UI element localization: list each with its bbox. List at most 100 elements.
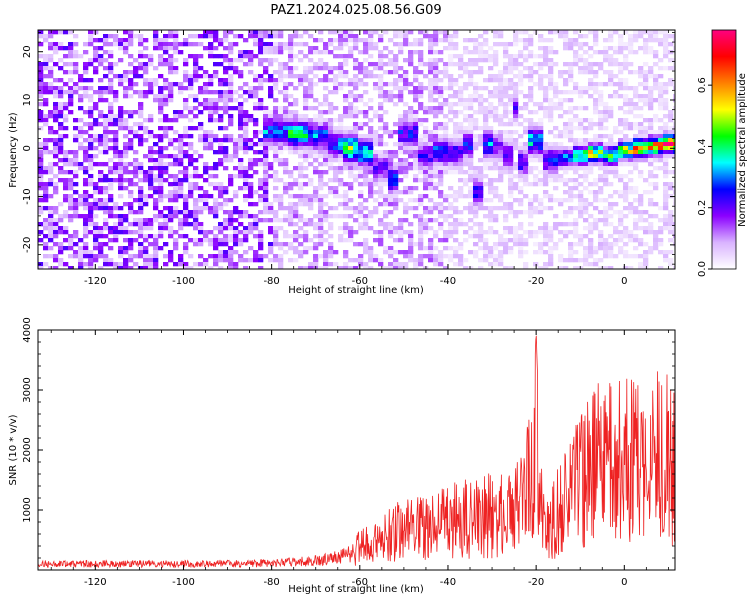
spectrogram-cell bbox=[318, 138, 324, 143]
spectrogram-cell bbox=[128, 142, 134, 147]
spectrogram-cell bbox=[98, 90, 104, 95]
spectrogram-cell bbox=[88, 202, 94, 207]
spectrogram-cell bbox=[168, 258, 174, 263]
spectrogram-cell bbox=[128, 182, 134, 187]
spectrogram-cell bbox=[543, 86, 549, 91]
spectrogram-cell bbox=[118, 262, 124, 267]
spectrogram-cell bbox=[413, 126, 419, 131]
spectrogram-cell bbox=[138, 226, 144, 231]
spectrogram-cell bbox=[423, 162, 429, 167]
spectrogram-cell bbox=[68, 54, 74, 59]
spectrogram-cell bbox=[288, 50, 294, 55]
spectrogram-cell bbox=[633, 114, 639, 119]
spectrogram-cell bbox=[623, 162, 629, 167]
spectrogram-cell bbox=[38, 86, 44, 91]
spectrogram-cell bbox=[393, 226, 399, 231]
spectrogram-cell bbox=[578, 46, 584, 51]
spectrogram-cell bbox=[368, 182, 374, 187]
spectrogram-cell bbox=[98, 142, 104, 147]
spectrogram-cell bbox=[88, 210, 94, 215]
spectrogram-cell bbox=[373, 258, 379, 263]
spectrogram-cell bbox=[453, 142, 459, 147]
spectrogram-cell bbox=[268, 146, 274, 151]
spectrogram-cell bbox=[438, 170, 444, 175]
spectrogram-cell bbox=[243, 210, 249, 215]
spectrogram-cell bbox=[633, 30, 639, 35]
spectrogram-cell bbox=[483, 250, 489, 255]
spectrogram-cell bbox=[503, 54, 509, 59]
spectrogram-cell bbox=[283, 230, 289, 235]
spectrogram-cell bbox=[293, 42, 299, 47]
spectrogram-cell bbox=[568, 194, 574, 199]
spectrogram-cell bbox=[93, 182, 99, 187]
spectrogram-cell bbox=[528, 158, 534, 163]
spectrogram-cell bbox=[468, 250, 474, 255]
spectrogram-cell bbox=[623, 118, 629, 123]
spectrogram-cell bbox=[113, 98, 119, 103]
spectrogram-cell bbox=[193, 170, 199, 175]
spectrogram-cell bbox=[483, 134, 489, 139]
spectrogram-cell bbox=[633, 50, 639, 55]
spectrogram-cell bbox=[243, 98, 249, 103]
spectrogram-cell bbox=[328, 206, 334, 211]
spectrogram-cell bbox=[73, 254, 79, 259]
spectrogram-cell bbox=[653, 114, 659, 119]
spectrogram-cell bbox=[568, 230, 574, 235]
spectrogram-cell bbox=[503, 110, 509, 115]
spectrogram-cell bbox=[43, 38, 49, 43]
spectrogram-cell bbox=[48, 34, 54, 39]
spectrogram-cell bbox=[353, 158, 359, 163]
spectrogram-cell bbox=[43, 150, 49, 155]
spectrogram-cell bbox=[628, 138, 634, 143]
spectrogram-cell bbox=[413, 42, 419, 47]
spectrogram-cell bbox=[78, 262, 84, 267]
spectrogram-cell bbox=[598, 234, 604, 239]
spectrogram-cell bbox=[643, 118, 649, 123]
spectrogram-cell bbox=[593, 110, 599, 115]
spectrogram-cell bbox=[163, 82, 169, 87]
spectrogram-cell bbox=[283, 114, 289, 119]
spectrogram-cell bbox=[78, 126, 84, 131]
spectrogram-cell bbox=[618, 250, 624, 255]
spectrogram-cell bbox=[333, 86, 339, 91]
spectrogram-cell bbox=[188, 118, 194, 123]
spectrogram-cell bbox=[533, 250, 539, 255]
spectrogram-cell bbox=[443, 98, 449, 103]
spectrogram-cell bbox=[63, 210, 69, 215]
spectrogram-cell bbox=[108, 102, 114, 107]
spectrogram-cell bbox=[618, 178, 624, 183]
spectrogram-cell bbox=[153, 246, 159, 251]
spectrogram-cell bbox=[418, 222, 424, 227]
spectrogram-cell bbox=[248, 202, 254, 207]
spectrogram-cell bbox=[328, 154, 334, 159]
spectrogram-cell bbox=[263, 170, 269, 175]
spectrogram-cell bbox=[498, 34, 504, 39]
spectrogram-cell bbox=[333, 186, 339, 191]
spectrogram-cell bbox=[73, 242, 79, 247]
spectrogram-cell bbox=[588, 46, 594, 51]
spectrogram-cell bbox=[313, 258, 319, 263]
spectrogram-cell bbox=[113, 142, 119, 147]
spectrogram-cell bbox=[633, 94, 639, 99]
spectrogram-cell bbox=[583, 234, 589, 239]
spectrogram-cell bbox=[158, 222, 164, 227]
spectrogram-cell bbox=[508, 94, 514, 99]
spectrogram-cell bbox=[183, 86, 189, 91]
spectrogram-cell bbox=[408, 30, 414, 35]
spectrogram-cell bbox=[38, 162, 44, 167]
spectrogram-cell bbox=[198, 262, 204, 267]
spectrogram-cell bbox=[158, 230, 164, 235]
spectrogram-cell bbox=[638, 174, 644, 179]
spectrogram-cell bbox=[508, 78, 514, 83]
spectrogram-cell bbox=[638, 46, 644, 51]
spectrogram-cell bbox=[73, 190, 79, 195]
spectrogram-cell bbox=[568, 90, 574, 95]
spectrogram-cell bbox=[93, 222, 99, 227]
spectrogram-cell bbox=[113, 114, 119, 119]
spectrogram-cell bbox=[128, 238, 134, 243]
spectrogram-cell bbox=[113, 134, 119, 139]
spectrogram-cell bbox=[328, 42, 334, 47]
spectrogram-cell bbox=[578, 238, 584, 243]
spectrogram-cell bbox=[518, 158, 524, 163]
spectrogram-cell bbox=[323, 238, 329, 243]
